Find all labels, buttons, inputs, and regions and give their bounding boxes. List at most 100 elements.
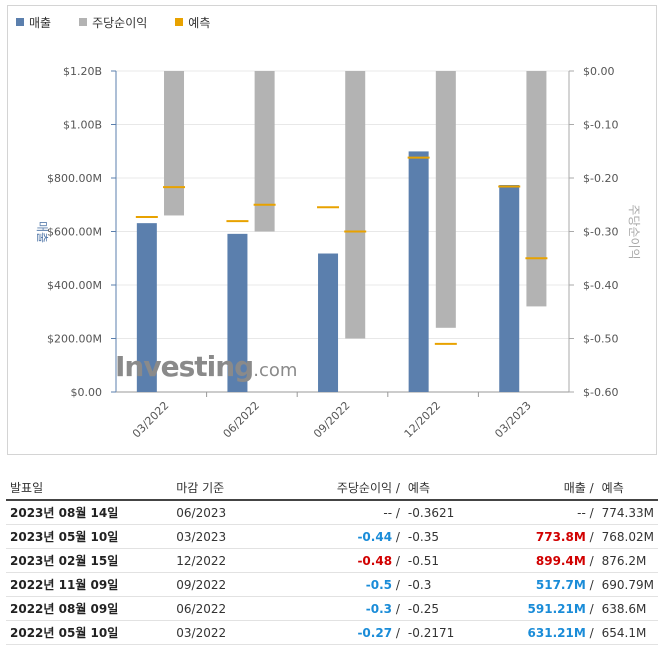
revenue-actual-value: 631.21M [527, 625, 586, 640]
cell-revenue: 773.8M / [490, 524, 598, 549]
table-row: 2022년 05월 10일 03/2022 -0.27 /-0.2171 631.21… [6, 620, 658, 645]
cell-release-date: 2023년 08월 14일 [6, 500, 173, 525]
cell-revenue-forecast: 774.33M [597, 500, 658, 525]
left-axis-tick-label: $200.00M [47, 333, 102, 346]
cell-period: 12/2022 [172, 548, 279, 573]
eps-separator: / [395, 529, 400, 544]
revenue-actual-value: 773.8M [535, 529, 586, 544]
revenue-separator: / [589, 505, 594, 520]
right-axis-tick-label: $-0.10 [583, 119, 618, 132]
legend-item-eps[interactable]: 주당순이익 [79, 13, 147, 31]
revenue-separator: / [589, 625, 594, 640]
legend-label-revenue: 매출 [29, 15, 52, 30]
left-axis-tick-label: $0.00 [71, 386, 103, 399]
right-axis-tick-label: $-0.50 [583, 333, 618, 346]
revenue-bar [318, 253, 339, 392]
header-eps-label: 주당순이익 [336, 480, 393, 495]
watermark-suffix: .com [253, 360, 298, 381]
right-axis-tick-label: $0.00 [583, 65, 615, 78]
revenue-actual-value: 517.7M [535, 577, 586, 592]
earnings-table: 발표일 마감 기준 주당순이익 / 예측 매출 / 예측 2023년 08월 1… [6, 475, 658, 645]
cell-revenue-forecast: 876.2M [597, 548, 658, 573]
eps-bar [164, 71, 185, 216]
cell-eps: -0.48 / [278, 548, 404, 573]
left-axis-tick-label: $1.00B [63, 119, 102, 132]
eps-separator: / [395, 625, 400, 640]
cell-eps-forecast: -0.3 [403, 572, 491, 597]
eps-separator: / [395, 553, 400, 568]
right-axis-tick-label: $-0.60 [583, 386, 618, 399]
table-row: 2023년 05월 10일 03/2023 -0.44 /-0.35 773.8M /… [6, 524, 658, 549]
right-axis-title: 주당순이익 [627, 204, 641, 259]
header-period[interactable]: 마감 기준 [172, 475, 279, 501]
cell-revenue: -- / [490, 500, 598, 525]
cell-eps-forecast: -0.51 [403, 548, 491, 573]
table-row: 2023년 02월 15일 12/2022 -0.48 /-0.51 899.4M /… [6, 548, 658, 573]
x-axis-tick-label: 12/2022 [402, 399, 444, 441]
eps-actual-value: -0.3 [365, 601, 393, 616]
eps-actual-value: -0.5 [365, 577, 393, 592]
x-axis-tick-label: 03/2023 [492, 399, 534, 441]
cell-period: 03/2022 [172, 620, 279, 645]
cell-eps: -0.27 / [278, 620, 404, 645]
eps-separator: / [395, 505, 400, 520]
cell-release-date: 2022년 08월 09일 [6, 596, 173, 621]
table-row: 2023년 08월 14일 06/2023 -- / -0.3621 -- /774.3… [6, 500, 658, 525]
left-axis-title: 매출 [35, 221, 49, 243]
right-axis-tick-label: $-0.20 [583, 172, 618, 185]
revenue-bar [227, 233, 248, 392]
revenue-actual-value: -- [577, 505, 586, 520]
right-axis-tick-label: $-0.40 [583, 279, 618, 292]
cell-eps: -0.44 / [278, 524, 404, 549]
revenue-actual-value: 899.4M [535, 553, 586, 568]
cell-eps-forecast: -0.35 [403, 524, 491, 549]
eps-actual-value: -0.44 [357, 529, 393, 544]
cell-period: 06/2023 [172, 500, 279, 525]
cell-revenue: 631.21M / [490, 620, 598, 645]
cell-eps: -- / [278, 500, 404, 525]
investing-watermark: Investing.com [115, 350, 297, 383]
eps-actual-value: -0.27 [357, 625, 393, 640]
legend-item-revenue[interactable]: 매출 [16, 13, 51, 31]
revenue-separator: / [589, 553, 594, 568]
revenue-actual-value: 591.21M [527, 601, 586, 616]
legend-swatch-eps [79, 18, 88, 26]
revenue-separator: / [589, 577, 594, 592]
table-row: 2022년 11월 09일 09/2022 -0.5 /-0.3 517.7M /69… [6, 572, 658, 597]
cell-revenue-forecast: 638.6M [597, 596, 658, 621]
cell-eps-forecast: -0.3621 [403, 500, 491, 525]
x-axis-tick-label: 06/2022 [221, 399, 263, 441]
table-header-row: 발표일 마감 기준 주당순이익 / 예측 매출 / 예측 [6, 475, 658, 501]
cell-eps: -0.3 / [278, 596, 404, 621]
legend-swatch-forecast [175, 18, 184, 26]
header-revenue-forecast[interactable]: 예측 [597, 475, 658, 501]
header-revenue-sep: / [589, 480, 594, 495]
watermark-text: Investing [115, 350, 254, 383]
header-eps-forecast[interactable]: 예측 [403, 475, 491, 501]
earnings-chart: $0.00 $200.00M $400.00M $600.00M $800.00M $1.… [35, 65, 641, 441]
cell-revenue-forecast: 654.1M [597, 620, 658, 645]
cell-release-date: 2022년 05월 10일 [6, 620, 173, 645]
revenue-bar [499, 185, 520, 392]
left-axis-tick-label: $800.00M [47, 172, 102, 185]
legend-label-forecast: 예측 [188, 15, 211, 30]
legend-label-eps: 주당순이익 [92, 15, 148, 30]
eps-separator: / [395, 601, 400, 616]
header-date[interactable]: 발표일 [6, 475, 173, 501]
cell-release-date: 2023년 05월 10일 [6, 524, 173, 549]
table-row: 2022년 08월 09일 06/2022 -0.3 /-0.25 591.21M /… [6, 596, 658, 621]
cell-release-date: 2022년 11월 09일 [6, 572, 173, 597]
eps-separator: / [395, 577, 400, 592]
revenue-bar [408, 151, 429, 392]
legend-item-forecast[interactable]: 예측 [175, 13, 210, 31]
header-revenue[interactable]: 매출 / [490, 475, 598, 501]
header-eps-sep: / [395, 480, 400, 495]
cell-eps-forecast: -0.2171 [403, 620, 491, 645]
cell-revenue: 899.4M / [490, 548, 598, 573]
eps-bar [254, 71, 275, 232]
eps-bar [435, 71, 456, 328]
x-axis-tick-label: 03/2022 [130, 399, 172, 441]
header-eps[interactable]: 주당순이익 / [278, 475, 404, 501]
cell-revenue-forecast: 768.02M [597, 524, 658, 549]
cell-eps: -0.5 / [278, 572, 404, 597]
